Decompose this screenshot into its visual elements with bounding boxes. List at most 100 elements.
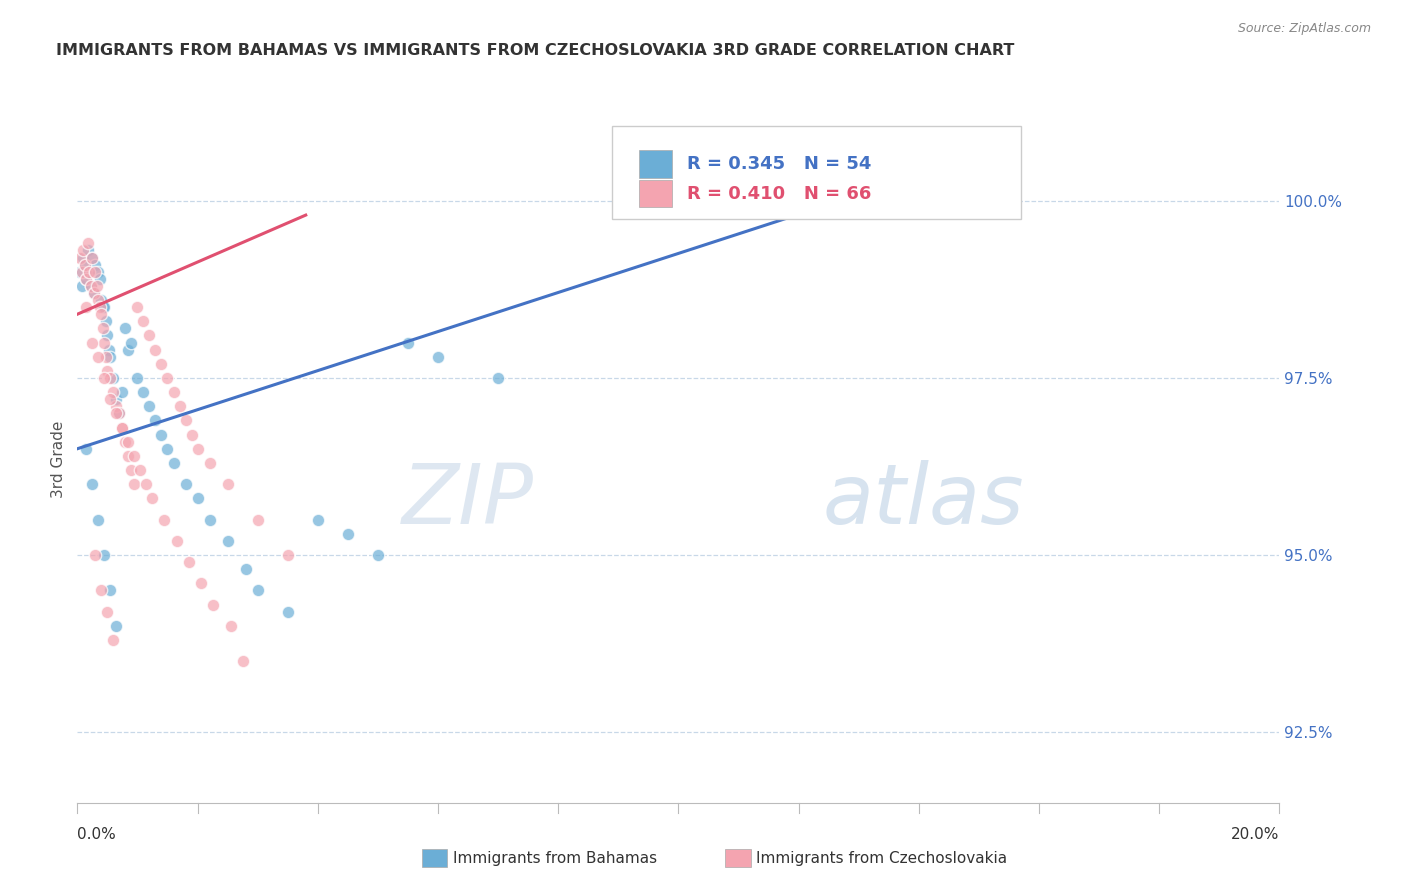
Point [96, 364, 118, 378]
Point [75, 272, 97, 286]
Point [367, 548, 389, 562]
Text: 20.0%: 20.0% [1232, 827, 1279, 842]
Point [72, 244, 94, 258]
Point [132, 385, 155, 400]
Point [219, 619, 242, 633]
Point [82, 335, 104, 350]
Point [127, 371, 149, 385]
Point [96, 314, 118, 328]
Point [93, 371, 115, 385]
Point [82, 477, 104, 491]
Point [156, 442, 179, 456]
Point [103, 385, 125, 400]
Point [100, 583, 122, 598]
Point [486, 371, 509, 385]
Point [105, 619, 128, 633]
Point [138, 399, 160, 413]
Point [307, 512, 329, 526]
Point [114, 434, 136, 449]
Point [86, 279, 108, 293]
Point [79, 265, 101, 279]
Point [87, 293, 110, 307]
Point [96, 350, 118, 364]
Point [150, 357, 173, 371]
Point [75, 300, 97, 314]
Point [145, 413, 167, 427]
Point [169, 399, 191, 413]
Point [117, 434, 139, 449]
Point [180, 427, 202, 442]
Point [117, 449, 139, 463]
Point [103, 371, 125, 385]
Point [427, 350, 450, 364]
Text: Immigrants from Bahamas: Immigrants from Bahamas [453, 851, 657, 865]
Point [166, 533, 188, 548]
Point [96, 328, 118, 343]
Point [120, 463, 142, 477]
Point [124, 449, 146, 463]
Point [111, 420, 134, 434]
Point [69, 251, 91, 265]
Point [90, 293, 112, 307]
Point [150, 427, 173, 442]
Point [103, 632, 125, 647]
Point [73, 258, 96, 272]
Point [89, 300, 111, 314]
Point [87, 265, 110, 279]
Point [70, 279, 93, 293]
Text: R = 0.345   N = 54: R = 0.345 N = 54 [686, 155, 872, 173]
Point [162, 456, 184, 470]
Point [277, 605, 299, 619]
Point [277, 548, 299, 562]
Point [93, 335, 115, 350]
Point [90, 307, 112, 321]
Point [75, 442, 97, 456]
Point [91, 321, 114, 335]
Point [217, 477, 239, 491]
Point [111, 420, 134, 434]
Point [187, 491, 209, 506]
Point [79, 279, 101, 293]
Text: atlas: atlas [823, 460, 1025, 541]
Point [235, 562, 257, 576]
Text: 0.0%: 0.0% [77, 827, 117, 842]
Point [87, 512, 110, 526]
Point [93, 300, 115, 314]
Point [93, 548, 115, 562]
Point [153, 512, 176, 526]
Point [908, 194, 931, 208]
Point [141, 491, 163, 506]
Point [201, 598, 224, 612]
Point [127, 300, 149, 314]
Point [132, 314, 155, 328]
Point [77, 244, 100, 258]
FancyBboxPatch shape [612, 127, 1021, 219]
Point [69, 265, 91, 279]
Text: R = 0.410   N = 66: R = 0.410 N = 66 [686, 185, 872, 202]
Point [124, 477, 146, 491]
Point [129, 463, 152, 477]
Point [96, 605, 118, 619]
Point [73, 258, 96, 272]
Point [198, 456, 221, 470]
Point [97, 343, 120, 357]
Point [84, 265, 107, 279]
Point [396, 335, 419, 350]
Text: IMMIGRANTS FROM BAHAMAS VS IMMIGRANTS FROM CZECHOSLOVAKIA 3RD GRADE CORRELATION : IMMIGRANTS FROM BAHAMAS VS IMMIGRANTS FR… [56, 43, 1015, 58]
Point [87, 350, 110, 364]
Point [156, 371, 179, 385]
Point [246, 512, 269, 526]
Point [75, 272, 97, 286]
Point [138, 328, 160, 343]
Point [108, 406, 131, 420]
Point [145, 343, 167, 357]
Point [70, 265, 93, 279]
Point [111, 385, 134, 400]
Point [174, 413, 197, 427]
Point [108, 406, 131, 420]
Bar [638, 180, 672, 207]
Point [82, 251, 104, 265]
Point [84, 548, 107, 562]
Point [100, 392, 122, 407]
Point [232, 654, 254, 668]
